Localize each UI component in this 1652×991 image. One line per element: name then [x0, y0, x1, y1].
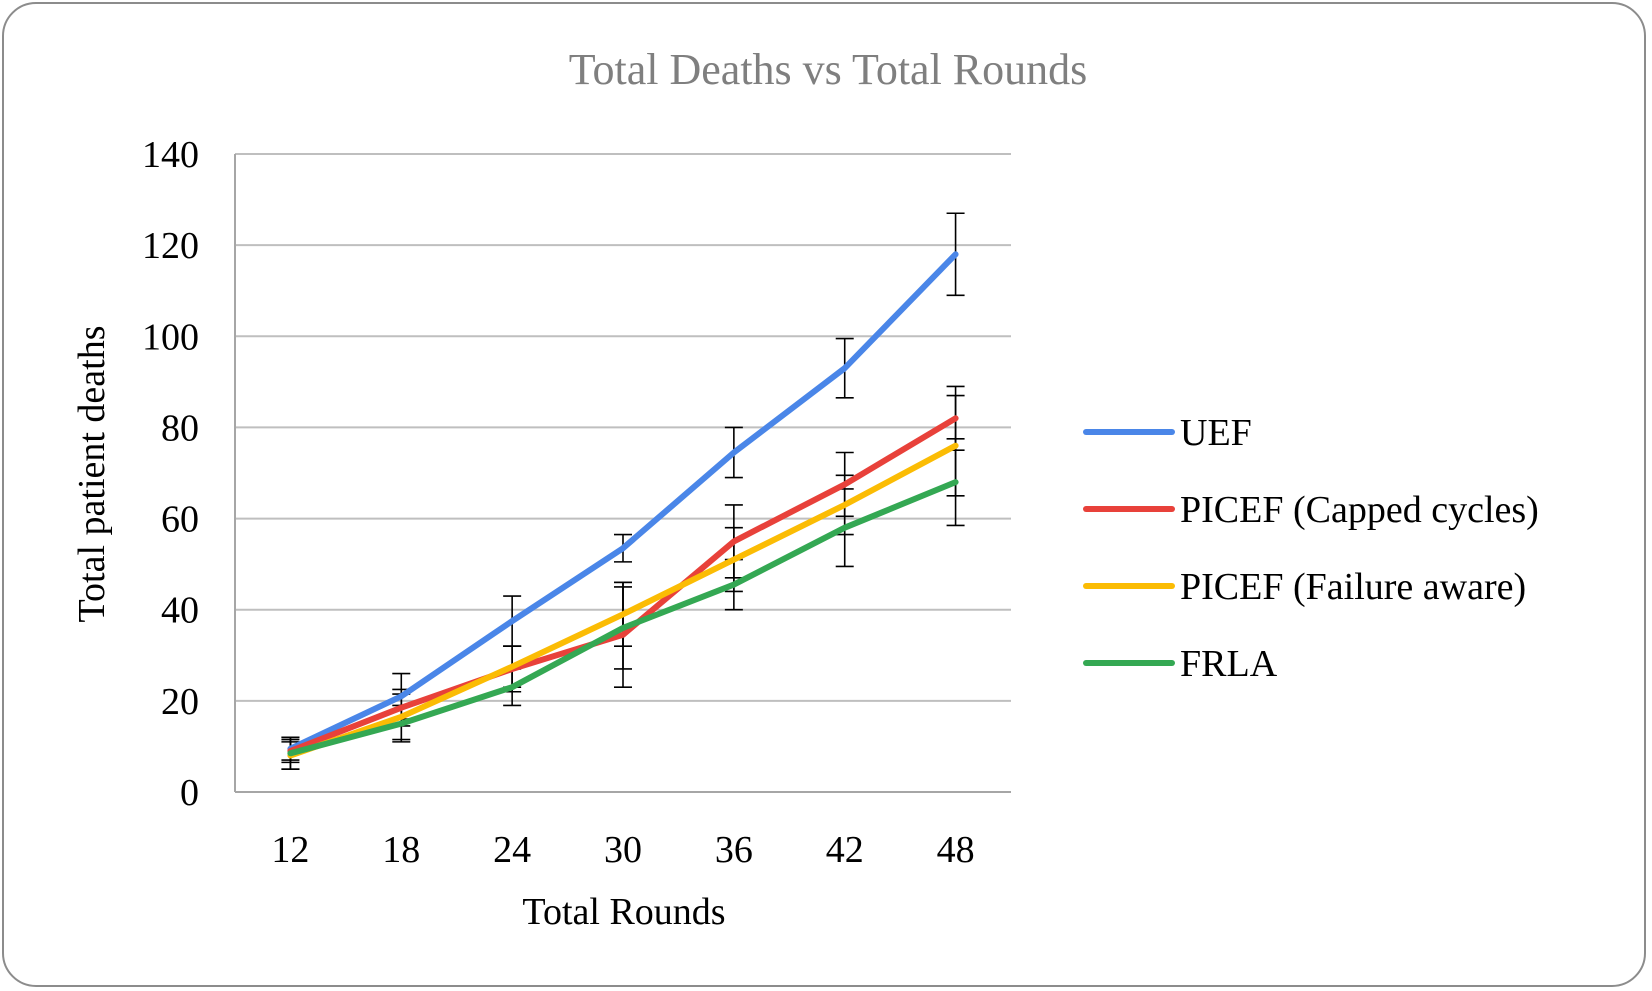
legend-item-2: PICEF (Failure aware) [1083, 566, 1526, 608]
gridlines [235, 153, 1011, 702]
legend-label: PICEF (Capped cycles) [1180, 489, 1539, 531]
series-line-0 [287, 251, 959, 752]
line-chart: Total Deaths vs Total Rounds 0 20 40 60 80 10… [71, 45, 1539, 933]
legend-label: UEF [1180, 412, 1252, 454]
x-axis-title: Total Rounds [522, 891, 725, 933]
y-tick-label-60: 60 [161, 499, 199, 541]
series-line-2 [287, 442, 959, 759]
y-tick-label-140: 140 [142, 134, 199, 176]
x-tick-label-36: 36 [715, 829, 753, 871]
legend-item-0: UEF [1083, 412, 1252, 454]
series-line-1 [287, 415, 959, 754]
axes [234, 154, 1011, 793]
y-tick-label-20: 20 [161, 681, 199, 723]
error-bars [281, 212, 965, 771]
x-tick-label-30: 30 [604, 829, 642, 871]
series-line-3 [287, 479, 959, 757]
legend: UEF PICEF (Capped cycles) PICEF (Failure a… [1083, 412, 1539, 685]
x-tick-labels: 12 18 24 30 36 42 48 [271, 829, 974, 871]
x-tick-label-24: 24 [493, 829, 531, 871]
x-tick-label-12: 12 [271, 829, 309, 871]
y-tick-label-0: 0 [180, 772, 199, 814]
y-tick-label-80: 80 [161, 407, 199, 449]
legend-label: PICEF (Failure aware) [1180, 566, 1526, 608]
y-tick-label-40: 40 [161, 590, 199, 632]
y-tick-labels: 0 20 40 60 80 100 120 140 [142, 134, 199, 814]
x-tick-label-18: 18 [382, 829, 420, 871]
x-tick-label-42: 42 [826, 829, 864, 871]
x-tick-label-48: 48 [937, 829, 975, 871]
legend-item-1: PICEF (Capped cycles) [1083, 489, 1539, 531]
chart-title: Total Deaths vs Total Rounds [569, 45, 1088, 94]
y-tick-label-100: 100 [142, 316, 199, 358]
y-axis-title: Total patient deaths [71, 325, 113, 622]
legend-item-3: FRLA [1083, 643, 1278, 685]
series-lines [287, 251, 959, 759]
y-tick-label-120: 120 [142, 225, 199, 267]
legend-label: FRLA [1180, 643, 1278, 685]
